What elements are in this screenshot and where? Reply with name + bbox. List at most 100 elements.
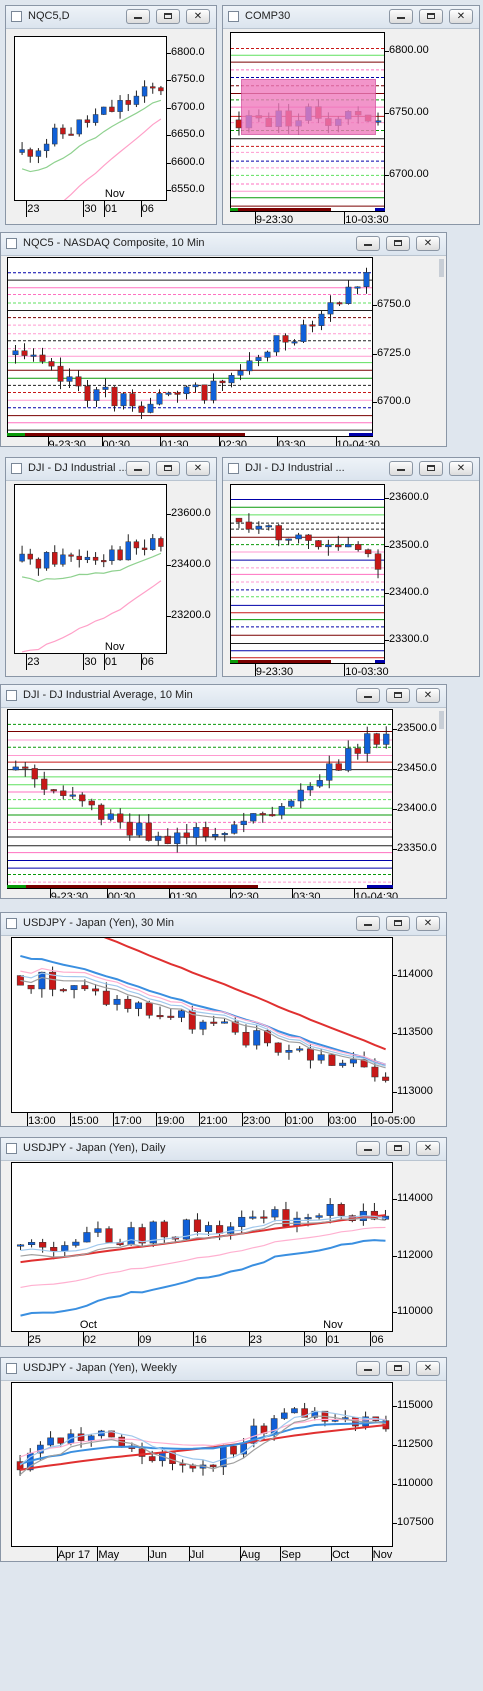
close-button[interactable]: ✕ (449, 9, 473, 24)
x-tick (370, 1113, 372, 1126)
candle (202, 827, 209, 837)
moving-average-line (20, 954, 386, 1066)
close-button[interactable]: ✕ (416, 1361, 440, 1376)
chart-window-w9[interactable]: USDJPY - Japan (Yen), Weekly ✕ 115000 11250… (0, 1357, 447, 1562)
chart-window-w7[interactable]: USDJPY - Japan (Yen), 30 Min ✕ 114000 11350… (0, 912, 447, 1127)
chart-window-w8[interactable]: USDJPY - Japan (Yen), Daily ✕ 114000 112000… (0, 1137, 447, 1347)
candle (30, 354, 37, 357)
chart-window-w2[interactable]: COMP30 ✕ 6800.00 6750.00 6700.00 9-23:30 10-03… (222, 5, 480, 225)
maximize-button[interactable] (419, 9, 443, 24)
chart-window-w1[interactable]: NQC5,D ✕ 6800.0 6750.0 6700.0 6650.0 6600.0 655… (5, 5, 217, 225)
price-plot[interactable] (230, 484, 385, 664)
candle (60, 790, 67, 796)
maximize-icon (394, 920, 402, 926)
maximize-icon (164, 13, 172, 19)
close-button[interactable]: ✕ (416, 1141, 440, 1156)
title-bar[interactable]: COMP30 ✕ (223, 6, 479, 29)
price-plot[interactable] (11, 937, 393, 1113)
maximize-button[interactable] (156, 461, 180, 476)
candle (259, 813, 266, 816)
close-button[interactable]: ✕ (186, 461, 210, 476)
scrollbar-thumb[interactable] (439, 711, 444, 729)
minimize-button[interactable] (389, 461, 413, 476)
session-bar (348, 433, 373, 436)
close-button[interactable]: ✕ (416, 236, 440, 251)
maximize-button[interactable] (156, 9, 180, 24)
maximize-button[interactable] (386, 1141, 410, 1156)
minimize-button[interactable] (126, 461, 150, 476)
y-tick-label: 23400.0 (389, 585, 429, 598)
chart-window-w6[interactable]: DJI - DJ Industrial Average, 10 Min ✕ 2350… (0, 684, 447, 899)
y-tick (167, 80, 171, 81)
candle (301, 1408, 308, 1418)
session-bar (7, 433, 32, 436)
title-bar[interactable]: USDJPY - Japan (Yen), Weekly ✕ (1, 1358, 446, 1381)
minimize-button[interactable] (356, 236, 380, 251)
window-title: DJI - DJ Industrial ... (28, 462, 128, 474)
close-button[interactable]: ✕ (186, 9, 210, 24)
x-tick-label: 01:30 (169, 891, 198, 899)
candle (165, 392, 172, 395)
maximize-button[interactable] (386, 236, 410, 251)
minimize-button[interactable] (356, 688, 380, 703)
y-tick (167, 190, 171, 191)
minimize-button[interactable] (356, 916, 380, 931)
title-bar[interactable]: DJI - DJ Industrial ... ✕ (6, 458, 216, 481)
title-bar[interactable]: USDJPY - Japan (Yen), Daily ✕ (1, 1138, 446, 1161)
title-bar[interactable]: NQC5,D ✕ (6, 6, 216, 29)
candle (316, 780, 323, 787)
minimize-button[interactable] (356, 1361, 380, 1376)
candle (88, 800, 95, 806)
chart-window-w4[interactable]: DJI - DJ Industrial ... ✕ 23600.0 23400.0 23… (5, 457, 217, 677)
candle (235, 517, 243, 523)
x-tick-label: Jul (189, 1549, 204, 1561)
candle (49, 971, 57, 990)
x-tick-label: 9-23:30 (255, 666, 294, 677)
price-plot[interactable] (7, 257, 373, 437)
candle (52, 552, 58, 565)
title-bar[interactable]: DJI - DJ Industrial Average, 10 Min ✕ (1, 685, 446, 708)
scrollbar-thumb[interactable] (439, 259, 444, 277)
price-plot[interactable] (7, 709, 393, 889)
candle (120, 393, 127, 407)
y-tick-label: 23350.0 (397, 842, 437, 854)
candle (145, 822, 152, 841)
maximize-button[interactable] (419, 461, 443, 476)
price-plot[interactable] (11, 1382, 393, 1547)
title-bar[interactable]: DJI - DJ Industrial ... ✕ (223, 458, 479, 481)
minimize-button[interactable] (389, 9, 413, 24)
candle (87, 1435, 95, 1441)
minimize-button[interactable] (356, 1141, 380, 1156)
y-tick-label: 6600.0 (171, 155, 205, 168)
price-plot[interactable] (11, 1162, 393, 1332)
x-tick-label: Apr 17 (57, 1549, 91, 1561)
candle (68, 133, 74, 136)
maximize-button[interactable] (386, 916, 410, 931)
price-plot[interactable] (230, 32, 385, 212)
candle (199, 1021, 207, 1030)
candle (60, 127, 66, 135)
title-bar[interactable]: USDJPY - Japan (Yen), 30 Min ✕ (1, 913, 446, 936)
y-tick (393, 1312, 397, 1314)
title-bar[interactable]: NQC5 - NASDAQ Composite, 10 Min ✕ (1, 233, 446, 256)
moving-average-line (63, 118, 162, 200)
maximize-button[interactable] (386, 688, 410, 703)
candle (105, 1228, 113, 1243)
price-plot[interactable] (14, 36, 167, 201)
close-button[interactable]: ✕ (416, 916, 440, 931)
maximize-button[interactable] (386, 1361, 410, 1376)
maximize-icon (394, 1145, 402, 1151)
x-tick-label: 13:00 (28, 1115, 56, 1127)
y-tick-label: 23500.0 (389, 538, 429, 551)
candle (360, 1059, 368, 1068)
chart-window-w3[interactable]: NQC5 - NASDAQ Composite, 10 Min ✕ 6750.0 67… (0, 232, 447, 447)
close-button[interactable]: ✕ (416, 688, 440, 703)
chart-window-icon (6, 690, 17, 701)
minimize-button[interactable] (126, 9, 150, 24)
chart-window-icon (228, 463, 239, 474)
candle (57, 365, 64, 382)
chart-window-w5[interactable]: DJI - DJ Industrial ... ✕ 23600.0 23500.0 23… (222, 457, 480, 677)
x-tick-label: 17:00 (114, 1115, 142, 1127)
close-button[interactable]: ✕ (449, 461, 473, 476)
price-plot[interactable] (14, 484, 167, 654)
